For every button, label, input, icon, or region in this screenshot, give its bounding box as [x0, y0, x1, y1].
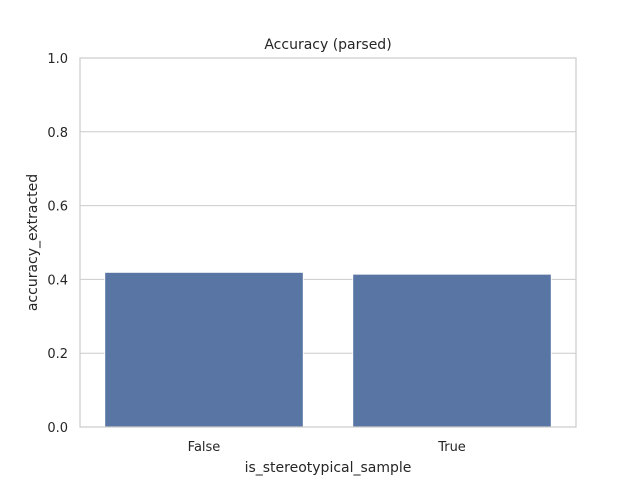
x-axis-label: is_stereotypical_sample [245, 460, 412, 476]
bars [104, 271, 552, 428]
chart-title: Accuracy (parsed) [264, 37, 391, 53]
bar-true [352, 273, 552, 428]
y-tick-label: 0.4 [47, 273, 68, 288]
y-tick-label: 0.6 [47, 200, 68, 215]
plot-frame [79, 57, 577, 428]
y-axis-label: accuracy_extracted [25, 174, 41, 311]
y-tick-label: 0.2 [47, 347, 68, 362]
y-tick-labels: 0.0 0.2 0.4 0.6 0.8 1.0 [47, 52, 68, 436]
x-tick-label: False [188, 440, 221, 455]
y-tick-label: 0.8 [47, 126, 68, 141]
bar-false [104, 271, 304, 428]
x-tick-labels: False True [188, 440, 466, 455]
y-tick-label: 1.0 [47, 52, 68, 67]
x-tick-label: True [437, 440, 466, 455]
y-tick-label: 0.0 [47, 421, 68, 436]
